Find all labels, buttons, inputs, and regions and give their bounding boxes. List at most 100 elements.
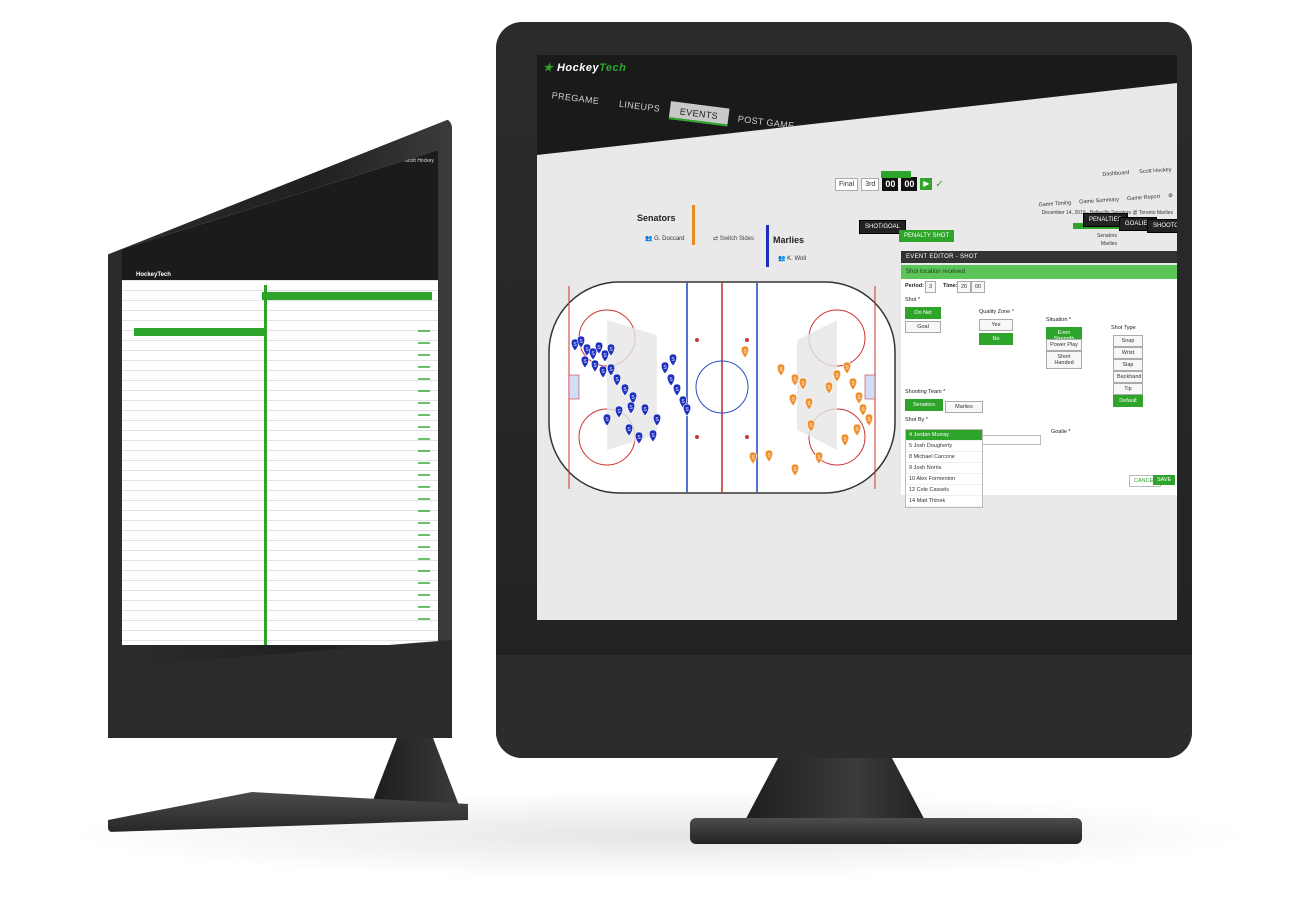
shot-marker-marlies[interactable]: S bbox=[858, 403, 868, 417]
shot-marker-marlies[interactable]: S bbox=[806, 419, 816, 433]
player-option[interactable]: 14 Matt Thinek bbox=[906, 496, 982, 507]
shootout-button[interactable]: SHOOTOUT bbox=[1147, 219, 1177, 233]
shot-marker-senators[interactable]: S bbox=[668, 353, 678, 367]
quality-no-option[interactable]: No bbox=[979, 333, 1013, 345]
away-lineup-header bbox=[262, 292, 432, 300]
shot-marker-senators[interactable]: S bbox=[626, 401, 636, 415]
game-summary-link[interactable]: Game Summary bbox=[1079, 196, 1120, 206]
shot-marker-marlies[interactable]: S bbox=[788, 393, 798, 407]
shot-marker-senators[interactable]: S bbox=[580, 355, 590, 369]
shot-marker-senators[interactable]: S bbox=[648, 429, 658, 443]
game-report-link[interactable]: Game Report bbox=[1127, 193, 1161, 203]
shot-marker-senators[interactable]: S bbox=[614, 405, 624, 419]
shot-marker-marlies[interactable]: S bbox=[854, 391, 864, 405]
shot-marker-senators[interactable]: S bbox=[660, 361, 670, 375]
shot-marker-senators[interactable]: S bbox=[672, 383, 682, 397]
shot-marker-senators[interactable]: S bbox=[606, 343, 616, 357]
period-select[interactable]: 3rd bbox=[861, 177, 880, 191]
shooting-team-label: Shooting Team * bbox=[905, 389, 946, 395]
shot-marker-senators[interactable]: S bbox=[620, 383, 630, 397]
shot-marker-senators[interactable]: S bbox=[682, 403, 692, 417]
shot-marker-senators[interactable]: S bbox=[590, 359, 600, 373]
shot-marker-marlies[interactable]: S bbox=[748, 451, 758, 465]
shot-marker-marlies[interactable]: S bbox=[776, 363, 786, 377]
player-option[interactable]: 4 Jordan Murray bbox=[906, 430, 982, 441]
time-minutes-input[interactable]: 20 bbox=[957, 281, 972, 293]
shot-marker-senators[interactable]: S bbox=[652, 413, 662, 427]
player-option[interactable]: 5 Josh Dougherty bbox=[906, 441, 982, 452]
left-monitor-neck bbox=[370, 738, 460, 808]
player-option[interactable]: 8 Michael Carcone bbox=[906, 452, 982, 463]
shot-type-default[interactable]: Default bbox=[1113, 395, 1143, 407]
player-option[interactable]: 9 Josh Norris bbox=[906, 463, 982, 474]
shot-type-wrist[interactable]: Wrist bbox=[1113, 347, 1143, 359]
save-button[interactable]: SAVE bbox=[1153, 475, 1176, 485]
shot-marker-marlies[interactable]: S bbox=[804, 397, 814, 411]
shot-marker-senators[interactable]: S bbox=[588, 347, 598, 361]
player-option[interactable]: 12 Cole Cassels bbox=[906, 485, 982, 496]
shot-marker-marlies[interactable]: S bbox=[842, 361, 852, 375]
shot-marker-marlies[interactable]: S bbox=[740, 345, 750, 359]
shot-goal-option[interactable]: Goal bbox=[905, 321, 941, 333]
tab-pregame[interactable]: PREGAME bbox=[551, 90, 600, 107]
app-header: ★ HockeyTech PREGAME LINEUPS EVENTS POST… bbox=[537, 55, 1177, 155]
shot-marker-senators[interactable]: S bbox=[628, 391, 638, 405]
shot-marker-senators[interactable]: S bbox=[576, 335, 586, 349]
dashboard-link[interactable]: Dashboard bbox=[1101, 169, 1130, 178]
clock-minutes[interactable]: 00 bbox=[882, 177, 899, 191]
shot-on-net-option[interactable]: On Net bbox=[905, 307, 941, 319]
quality-yes-option[interactable]: Yes bbox=[979, 319, 1013, 331]
shot-marker-marlies[interactable]: S bbox=[764, 449, 774, 463]
shot-marker-marlies[interactable]: S bbox=[840, 433, 850, 447]
tab-lineups[interactable]: LINEUPS bbox=[618, 98, 661, 114]
time-seconds-input[interactable]: 00 bbox=[971, 281, 986, 293]
shooting-team-senators[interactable]: Senators bbox=[905, 399, 943, 411]
game-status-select[interactable]: Final bbox=[835, 177, 859, 191]
game-timing-link[interactable]: Game Timing bbox=[1038, 200, 1072, 209]
shot-marker-marlies[interactable]: S bbox=[814, 451, 824, 465]
shot-marker-senators[interactable]: S bbox=[606, 363, 616, 377]
shot-marker-marlies[interactable]: S bbox=[852, 423, 862, 437]
shot-marker-marlies[interactable]: S bbox=[790, 463, 800, 477]
shot-marker-marlies[interactable]: S bbox=[864, 413, 874, 427]
play-button[interactable]: ▶ bbox=[920, 178, 933, 190]
shot-type-slap[interactable]: Slap bbox=[1113, 359, 1143, 371]
shot-marker-marlies[interactable]: S bbox=[832, 369, 842, 383]
shot-marker-senators[interactable]: S bbox=[666, 373, 676, 387]
shot-marker-senators[interactable]: S bbox=[612, 373, 622, 387]
shot-type-snap[interactable]: Snap bbox=[1113, 335, 1143, 347]
shot-marker-senators[interactable]: S bbox=[634, 431, 644, 445]
shooting-team-marlies[interactable]: Marlies bbox=[945, 401, 983, 413]
shot-type-backhand[interactable]: Backhand bbox=[1113, 371, 1143, 383]
penalty-shot-button[interactable]: PENALTY SHOT bbox=[899, 230, 955, 242]
shot-marker-marlies[interactable]: S bbox=[824, 381, 834, 395]
shot-marker-senators[interactable]: S bbox=[602, 413, 612, 427]
time-label: Time: bbox=[943, 283, 958, 289]
shot-marker-senators[interactable]: S bbox=[594, 341, 604, 355]
shot-marker-senators[interactable]: S bbox=[598, 365, 608, 379]
shot-goal-button[interactable]: SHOT/GOAL bbox=[859, 220, 907, 234]
shot-by-select[interactable] bbox=[981, 435, 1041, 445]
gear-icon[interactable]: ⚙ bbox=[1168, 193, 1174, 200]
shot-marker-marlies[interactable]: S bbox=[790, 373, 800, 387]
period-input[interactable]: 3 bbox=[925, 281, 937, 293]
short-handed-option[interactable]: Short Handed bbox=[1046, 351, 1082, 369]
svg-text:S: S bbox=[851, 381, 855, 387]
shot-marker-senators[interactable]: S bbox=[624, 423, 634, 437]
shot-marker-marlies[interactable]: S bbox=[848, 377, 858, 391]
shot-by-dropdown[interactable]: 4 Jordan Murray 5 Josh Dougherty 8 Micha… bbox=[905, 429, 983, 508]
tab-post-game[interactable]: POST GAME bbox=[737, 113, 796, 131]
tab-events[interactable]: EVENTS bbox=[668, 101, 730, 127]
shot-marker-senators[interactable]: S bbox=[600, 349, 610, 363]
shot-marker-senators[interactable]: S bbox=[640, 403, 650, 417]
switch-sides-button[interactable]: ⇄ Switch Sides bbox=[713, 235, 754, 242]
power-play-option[interactable]: Power Play bbox=[1046, 339, 1082, 351]
shot-marker-senators[interactable]: S bbox=[570, 338, 580, 352]
player-option[interactable]: 10 Alex Formenton bbox=[906, 474, 982, 485]
user-menu[interactable]: Scott Hockey bbox=[1138, 167, 1172, 176]
shot-type-tip[interactable]: Tip bbox=[1113, 383, 1143, 395]
right-monitor-screen: ★ HockeyTech PREGAME LINEUPS EVENTS POST… bbox=[537, 55, 1177, 620]
shot-marker-marlies[interactable]: S bbox=[798, 377, 808, 391]
clock-seconds[interactable]: 00 bbox=[901, 177, 918, 191]
